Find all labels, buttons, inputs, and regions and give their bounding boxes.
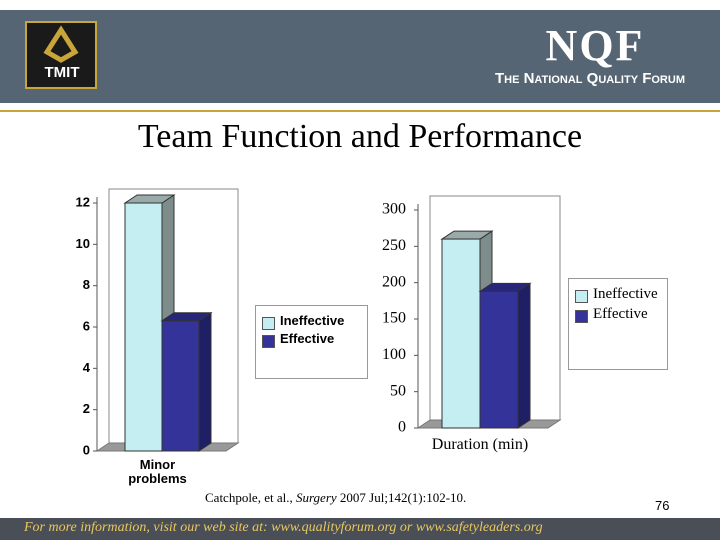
tagline: The National Quality Forum — [494, 70, 685, 87]
bar — [161, 320, 200, 452]
y-tick-label: 200 — [382, 273, 406, 290]
citation-journal: Surgery — [295, 490, 337, 505]
page-number: 76 — [655, 498, 670, 513]
slide-title: Team Function and Performance — [137, 118, 583, 155]
y-tick-label: 2 — [83, 401, 90, 416]
logo-text: TMIT — [44, 64, 80, 81]
x-tick-label: Minor problems — [128, 457, 187, 487]
citation: Catchpole, et al., Surgery 2007 Jul;142(… — [205, 490, 466, 506]
footer-band — [0, 518, 720, 540]
legend: Ineffective Effective — [568, 278, 668, 370]
y-tick-label: 0 — [83, 442, 90, 457]
y-tick-label: 0 — [398, 419, 406, 436]
legend: Ineffective Effective — [255, 305, 368, 379]
y-tick-label: 50 — [390, 382, 406, 399]
header-band — [0, 10, 720, 103]
y-tick-label: 100 — [382, 346, 406, 363]
y-tick-label: 300 — [382, 201, 406, 218]
legend-item: Effective — [575, 305, 661, 323]
brand: NQF — [545, 21, 645, 70]
footer-text: For more information, visit our web site… — [24, 520, 543, 535]
legend-swatch — [575, 290, 588, 303]
y-tick-label: 6 — [83, 318, 90, 333]
y-tick-label: 10 — [76, 236, 90, 251]
bar — [479, 290, 519, 429]
bar-side — [517, 282, 531, 429]
y-tick-label: 150 — [382, 310, 406, 327]
legend-swatch — [262, 317, 275, 330]
y-tick-label: 12 — [76, 194, 90, 209]
y-tick-label: 8 — [83, 277, 90, 292]
header-rule — [0, 110, 720, 112]
legend-label: Effective — [593, 305, 648, 322]
legend-label: Effective — [280, 330, 335, 346]
legend-item: Ineffective — [575, 286, 661, 303]
legend-label: Ineffective — [280, 313, 345, 328]
y-tick-label: 250 — [382, 237, 406, 254]
legend-item: Ineffective — [262, 313, 361, 330]
legend-label: Ineffective — [593, 286, 658, 302]
logo-icon — [43, 25, 79, 63]
citation-details: 2007 Jul;142(1):102-10. — [339, 490, 467, 505]
y-tick-label: 4 — [83, 360, 91, 375]
legend-item: Effective — [262, 330, 361, 348]
legend-swatch — [575, 309, 588, 323]
x-tick-label: Duration (min) — [431, 436, 529, 453]
bar — [441, 238, 481, 429]
bar-side — [198, 311, 212, 452]
legend-swatch — [262, 334, 275, 348]
citation-authors: Catchpole, et al., — [205, 490, 293, 505]
bar — [124, 202, 163, 452]
